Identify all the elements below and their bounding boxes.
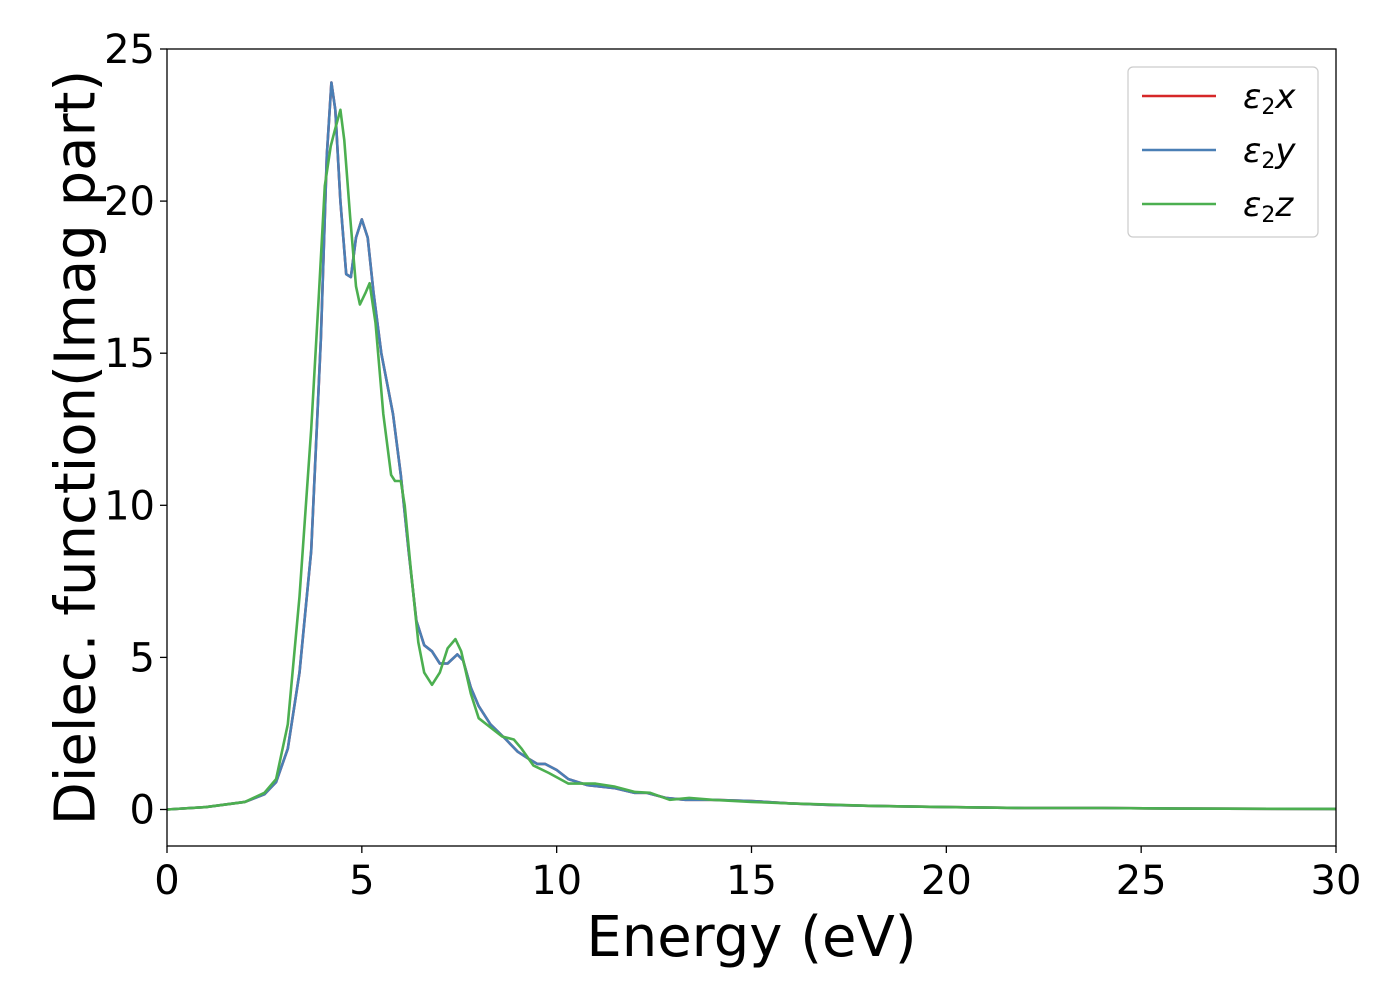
y-tick-label: 15	[104, 331, 155, 377]
y-tick-label: 25	[104, 27, 155, 73]
y-tick-label: 5	[130, 635, 155, 681]
x-tick-label: 0	[154, 858, 179, 904]
x-tick-label: 15	[726, 858, 777, 904]
y-tick-label: 0	[130, 787, 155, 833]
legend-subscript: 2	[1261, 149, 1275, 174]
legend-component: x	[1274, 77, 1296, 117]
x-tick-label: 5	[349, 858, 374, 904]
x-tick-label: 30	[1311, 858, 1362, 904]
y-axis-ticks: 0 5 10 15 20 25	[104, 27, 167, 833]
legend-label-x: ε2x	[1243, 77, 1296, 120]
legend-label-z: ε2z	[1243, 185, 1294, 228]
y-tick-label: 10	[104, 483, 155, 529]
y-axis-label: Dielec. function(Imag part)	[44, 70, 109, 826]
x-axis-ticks: 0 5 10 15 20 25 30	[154, 846, 1361, 904]
x-tick-label: 10	[531, 858, 582, 904]
legend-symbol: ε	[1243, 185, 1261, 225]
legend-symbol: ε	[1243, 77, 1261, 117]
legend-label-y: ε2y	[1243, 131, 1296, 174]
y-tick-label: 20	[104, 179, 155, 225]
legend-box	[1127, 66, 1319, 238]
series-layer	[166, 81, 1337, 811]
legend-subscript: 2	[1261, 203, 1275, 228]
x-axis-label: Energy (eV)	[586, 905, 916, 970]
legend-component: z	[1274, 185, 1294, 225]
legend-component: y	[1274, 131, 1296, 171]
x-tick-label: 25	[1116, 858, 1167, 904]
series-line-z	[166, 108, 1337, 811]
legend-subscript: 2	[1261, 95, 1275, 120]
legend-symbol: ε	[1243, 131, 1261, 171]
x-tick-label: 20	[921, 858, 972, 904]
